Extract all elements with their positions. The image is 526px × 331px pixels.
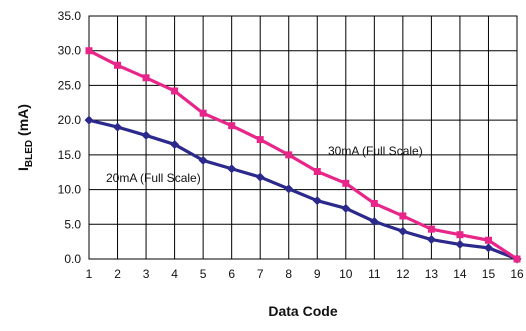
y-axis-title-unit: (mA) [15,104,31,140]
x-tick-label: 3 [143,267,150,281]
series-2-annotation: 30mA (Full Scale) [328,144,423,158]
y-tick-label: 25.0 [58,78,82,92]
series-annotations: 20mA (Full Scale) 30mA (Full Scale) [106,144,423,185]
data-point [285,151,293,159]
data-point [198,155,208,165]
data-point [284,184,294,194]
x-tick-label: 15 [482,267,496,281]
data-point [342,179,350,187]
y-axis-title-subscript: BLED [24,140,35,167]
x-tick-label: 9 [314,267,321,281]
data-point [398,226,408,236]
data-point [84,115,94,125]
data-point [399,212,407,220]
data-point [227,164,237,174]
data-point [341,203,351,213]
y-tick-label: 0.0 [64,252,81,266]
x-tick-label: 7 [257,267,264,281]
x-tick-label: 2 [114,267,121,281]
data-point [312,196,322,206]
data-point [513,255,521,263]
data-point [255,172,265,182]
y-tick-label: 35.0 [58,9,82,23]
data-point [484,236,492,244]
data-point [456,231,464,239]
data-point [370,199,378,207]
data-point [483,243,493,253]
x-axis-ticks: 1 2 3 4 5 6 7 8 9 10 11 12 13 14 15 16 [86,267,524,281]
y-tick-label: 10.0 [58,183,82,197]
data-point [427,225,435,233]
series-line-2 [88,49,518,261]
data-point [199,109,207,117]
data-point [113,122,123,132]
series-markers [84,47,522,264]
y-axis-title-main: I [15,167,31,171]
data-point [369,217,379,227]
y-tick-label: 15.0 [58,148,82,162]
data-point [85,47,93,55]
y-tick-label: 20.0 [58,113,82,127]
plot-frame [88,15,518,260]
y-tick-label: 30.0 [58,44,82,58]
series-line-1 [88,118,518,261]
data-point [171,87,179,95]
x-tick-label: 8 [285,267,292,281]
data-point [142,74,150,82]
series-1-annotation: 20mA (Full Scale) [106,171,201,185]
x-tick-label: 5 [200,267,207,281]
x-tick-label: 1 [86,267,93,281]
x-axis-title: Data Code [268,303,337,319]
series-lines [88,49,518,261]
x-tick-label: 16 [510,267,524,281]
data-point [170,139,180,149]
y-axis-ticks: 0.0 5.0 10.0 15.0 20.0 25.0 30.0 35.0 [58,9,82,266]
data-point [313,168,321,176]
x-tick-label: 10 [339,267,353,281]
x-tick-label: 12 [396,267,410,281]
data-point [141,130,151,140]
x-tick-label: 11 [368,267,381,281]
x-tick-label: 6 [228,267,235,281]
x-tick-label: 14 [453,267,467,281]
data-point [228,122,236,130]
y-axis-title: IBLED (mA) [15,104,35,171]
data-point [114,61,122,69]
data-point [455,239,465,249]
y-tick-label: 5.0 [64,217,81,231]
data-point [426,235,436,245]
x-tick-label: 13 [425,267,439,281]
data-point [256,136,264,144]
x-tick-label: 4 [171,267,178,281]
